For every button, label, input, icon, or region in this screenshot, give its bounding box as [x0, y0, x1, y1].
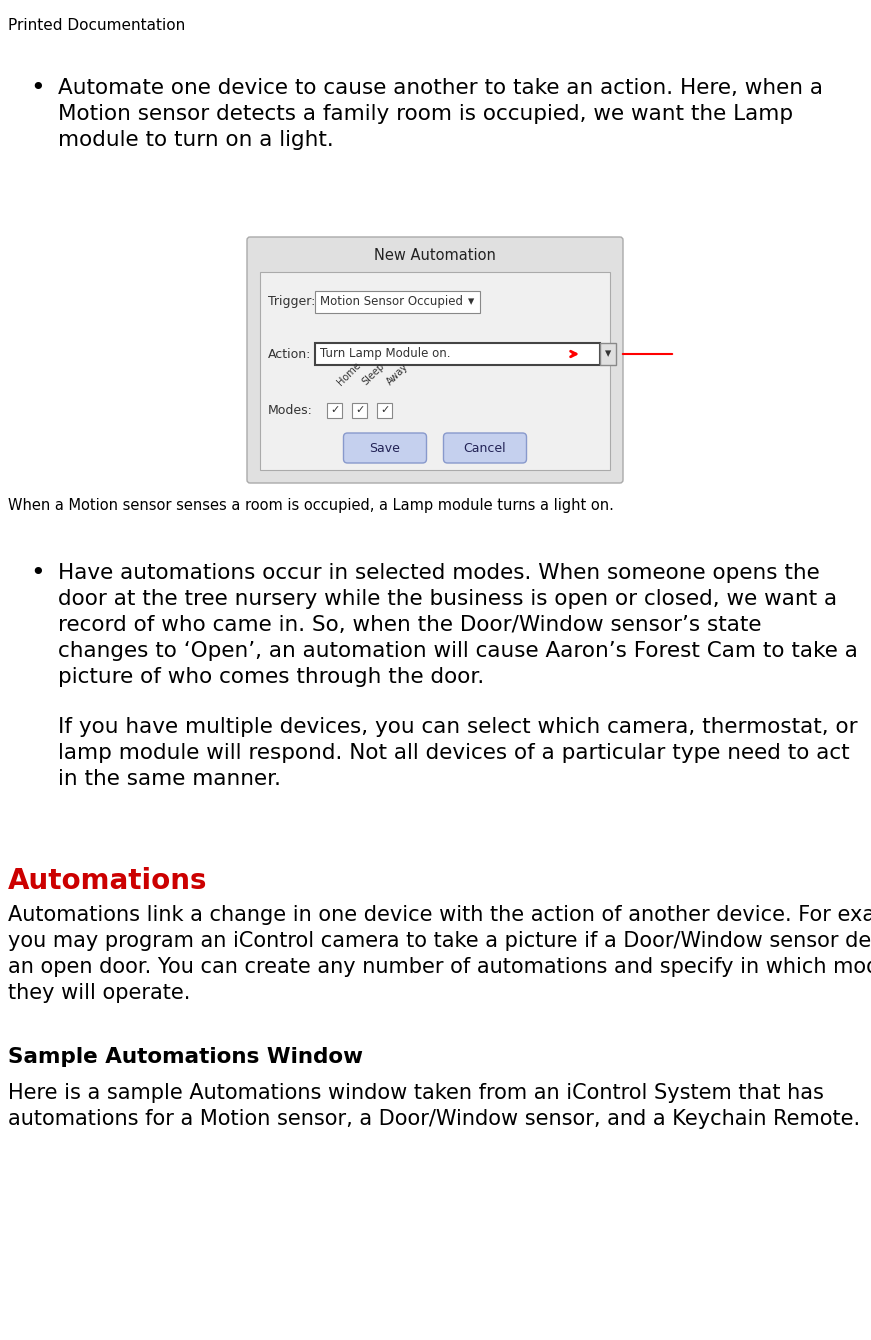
FancyBboxPatch shape	[315, 291, 480, 314]
Text: Automations: Automations	[8, 867, 207, 895]
FancyBboxPatch shape	[247, 237, 623, 482]
Text: you may program an iControl camera to take a picture if a Door/Window sensor det: you may program an iControl camera to ta…	[8, 931, 871, 951]
Text: ▾: ▾	[604, 347, 611, 360]
FancyBboxPatch shape	[343, 433, 427, 464]
FancyBboxPatch shape	[377, 403, 392, 418]
FancyBboxPatch shape	[327, 403, 342, 418]
Text: automations for a Motion sensor, a Door/Window sensor, and a Keychain Remote.: automations for a Motion sensor, a Door/…	[8, 1110, 861, 1130]
Text: in the same manner.: in the same manner.	[58, 769, 281, 789]
Text: Turn Lamp Module on.: Turn Lamp Module on.	[320, 347, 450, 360]
Text: Automations link a change in one device with the action of another device. For e: Automations link a change in one device …	[8, 905, 871, 925]
Text: Save: Save	[369, 441, 401, 454]
Text: they will operate.: they will operate.	[8, 984, 191, 1004]
Text: record of who came in. So, when the Door/Window sensor’s state: record of who came in. So, when the Door…	[58, 615, 761, 635]
Text: When a Motion sensor senses a room is occupied, a Lamp module turns a light on.: When a Motion sensor senses a room is oc…	[8, 498, 614, 513]
Text: Sleep: Sleep	[360, 360, 386, 387]
Text: Cancel: Cancel	[463, 441, 506, 454]
Text: changes to ‘Open’, an automation will cause Aaron’s Forest Cam to take a: changes to ‘Open’, an automation will ca…	[58, 641, 858, 661]
Text: picture of who comes through the door.: picture of who comes through the door.	[58, 667, 484, 687]
Text: module to turn on a light.: module to turn on a light.	[58, 130, 334, 150]
Text: Have automations occur in selected modes. When someone opens the: Have automations occur in selected modes…	[58, 563, 820, 583]
Text: •: •	[30, 561, 44, 586]
FancyBboxPatch shape	[600, 343, 616, 364]
FancyBboxPatch shape	[352, 403, 367, 418]
Text: If you have multiple devices, you can select which camera, thermostat, or: If you have multiple devices, you can se…	[58, 717, 858, 737]
Text: Modes:: Modes:	[268, 403, 313, 417]
Text: Home: Home	[335, 359, 362, 387]
Text: Here is a sample Automations window taken from an iControl System that has: Here is a sample Automations window take…	[8, 1083, 824, 1103]
Text: Away: Away	[385, 362, 410, 387]
Text: Sample Automations Window: Sample Automations Window	[8, 1047, 363, 1067]
Text: door at the tree nursery while the business is open or closed, we want a: door at the tree nursery while the busin…	[58, 590, 837, 608]
Text: ✓: ✓	[355, 405, 365, 415]
Text: Motion sensor detects a family room is occupied, we want the Lamp: Motion sensor detects a family room is o…	[58, 105, 793, 125]
Text: Automate one device to cause another to take an action. Here, when a: Automate one device to cause another to …	[58, 78, 823, 98]
FancyBboxPatch shape	[443, 433, 526, 464]
Text: lamp module will respond. Not all devices of a particular type need to act: lamp module will respond. Not all device…	[58, 742, 849, 762]
Text: ✓: ✓	[330, 405, 340, 415]
Text: New Automation: New Automation	[374, 248, 496, 264]
Text: Action:: Action:	[268, 347, 311, 360]
Text: Motion Sensor Occupied: Motion Sensor Occupied	[320, 296, 463, 308]
Text: ✓: ✓	[381, 405, 389, 415]
FancyBboxPatch shape	[315, 343, 600, 364]
Text: ▾: ▾	[468, 296, 474, 308]
FancyBboxPatch shape	[260, 272, 610, 470]
Text: Trigger:: Trigger:	[268, 296, 315, 308]
Text: an open door. You can create any number of automations and specify in which mode: an open door. You can create any number …	[8, 957, 871, 977]
Text: •: •	[30, 76, 44, 100]
Text: Printed Documentation: Printed Documentation	[8, 17, 186, 34]
